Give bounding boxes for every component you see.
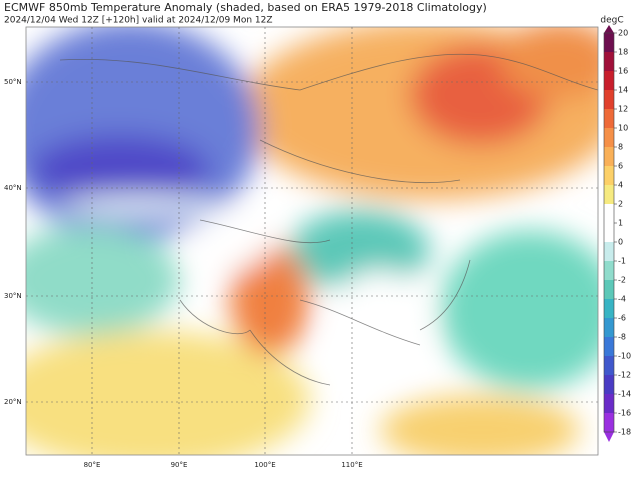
colorbar-segment <box>604 147 614 167</box>
colorbar-tick-label: 12 <box>618 105 628 114</box>
colorbar-segment <box>604 242 614 262</box>
colorbar-tick-label: -2 <box>618 276 626 285</box>
lon-label: 90°E <box>171 461 188 469</box>
colorbar-tick-label: -10 <box>618 352 631 361</box>
map <box>26 27 598 455</box>
graticule: 50°N 40°N 30°N 20°N 80°E 90°E 100°E 110°E <box>4 27 598 469</box>
colorbar-segment <box>604 261 614 281</box>
lat-label: 30°N <box>4 292 22 300</box>
colorbar-segment <box>604 375 614 395</box>
colorbar-segment <box>604 128 614 148</box>
lon-label: 100°E <box>254 461 275 469</box>
colorbar-extend-top <box>604 25 614 33</box>
colorbar-segment <box>604 394 614 414</box>
colorbar-tick-label: 2 <box>618 200 623 209</box>
colorbar-segment <box>604 52 614 72</box>
colorbar-tick-label: 8 <box>618 143 623 152</box>
colorbar-segment <box>604 318 614 338</box>
colorbar-tick-label: 6 <box>618 162 623 171</box>
colorbar-segment <box>604 109 614 129</box>
colorbar-segment <box>604 337 614 357</box>
colorbar-label: degC <box>600 16 623 26</box>
colorbar-tick-label: -12 <box>618 371 631 380</box>
colorbar-tick-label: -4 <box>618 295 626 304</box>
colorbar-tick-label: -8 <box>618 333 626 342</box>
colorbar-tick-label: -16 <box>618 409 631 418</box>
colorbar-segment <box>604 280 614 300</box>
colorbar-segment <box>604 223 614 243</box>
lat-label: 50°N <box>4 78 22 86</box>
colorbar-extend-bottom <box>604 432 614 442</box>
colorbar-segment <box>604 413 614 433</box>
colorbar-tick-label: 1 <box>618 219 623 228</box>
title: ECMWF 850mb Temperature Anomaly (shaded,… <box>4 1 487 14</box>
colorbar-tick-label: 18 <box>618 48 628 57</box>
colorbar-tick-label: 14 <box>618 86 628 95</box>
lon-label: 110°E <box>341 461 362 469</box>
colorbar-tick-label: 0 <box>618 238 623 247</box>
lat-label: 20°N <box>4 398 22 406</box>
colorbar: 201816141210864210-1-2-4-6-8-10-12-14-16… <box>603 25 631 442</box>
colorbar-tick-label: -1 <box>618 257 626 266</box>
colorbar-frame <box>603 32 615 433</box>
colorbar-segment <box>604 166 614 186</box>
colorbar-tick-label: -14 <box>618 390 631 399</box>
colorbar-segment <box>604 204 614 224</box>
lat-label: 40°N <box>4 184 22 192</box>
colorbar-segment <box>604 33 614 53</box>
colorbar-segment <box>604 356 614 376</box>
subtitle: 2024/12/04 Wed 12Z [+120h] valid at 2024… <box>4 16 273 26</box>
colorbar-tick-label: 4 <box>618 181 623 190</box>
colorbar-segment <box>604 299 614 319</box>
colorbar-tick-label: 16 <box>618 67 628 76</box>
colorbar-tick-label: -18 <box>618 428 631 437</box>
colorbar-segment <box>604 90 614 110</box>
colorbar-segment <box>604 185 614 205</box>
colorbar-tick-label: -6 <box>618 314 626 323</box>
lon-label: 80°E <box>84 461 101 469</box>
colorbar-tick-label: 20 <box>618 29 628 38</box>
colorbar-tick-label: 10 <box>618 124 628 133</box>
colorbar-segment <box>604 71 614 91</box>
